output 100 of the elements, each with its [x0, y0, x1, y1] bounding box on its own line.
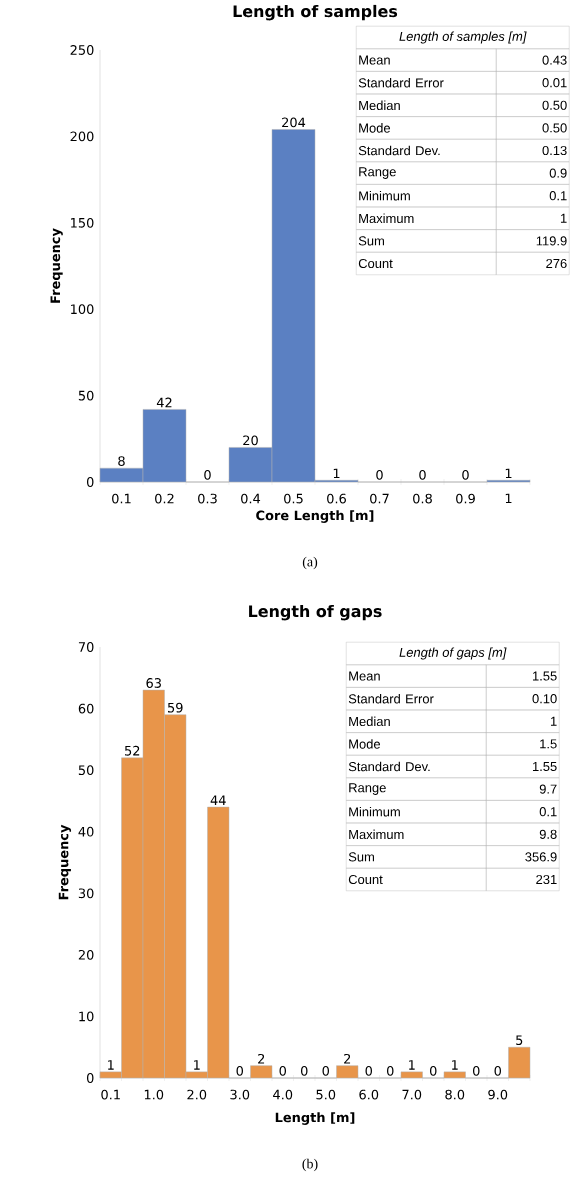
- data-label: 2: [258, 1053, 265, 1064]
- y-tick-label: 200: [70, 131, 94, 142]
- x-tick-label: 0.4: [241, 493, 261, 504]
- annotation: Range: [359, 167, 396, 179]
- data-label: 1: [505, 468, 512, 479]
- annotation: Standard Dev.: [348, 761, 430, 772]
- x-tick-label: 5.0: [316, 1089, 336, 1100]
- annotation: Standard Error: [348, 693, 434, 704]
- y-tick-label: 150: [71, 217, 94, 228]
- data-label: 0: [472, 1066, 480, 1076]
- text: 1.55: [532, 761, 557, 772]
- data-label: 2: [344, 1053, 351, 1064]
- y-tick-label: 70: [78, 642, 94, 652]
- text: 1: [560, 213, 567, 223]
- data-label: 0: [322, 1066, 330, 1076]
- y-tick-label: 10: [79, 1011, 94, 1022]
- x-tick-label: 2.0: [187, 1089, 207, 1100]
- x-tick-label: 0.8: [413, 493, 432, 504]
- annotation: Mean: [349, 671, 380, 681]
- text: 276: [546, 258, 567, 269]
- text: 0.9: [549, 168, 567, 178]
- annotation: Mean: [359, 55, 390, 65]
- data-label: 0: [376, 470, 383, 480]
- text: 0.50: [542, 100, 567, 110]
- data-label: 0: [429, 1066, 437, 1076]
- annotation: Mode: [349, 739, 381, 749]
- x-tick-label: 0.2: [155, 493, 174, 504]
- y-tick-label: 50: [78, 765, 94, 776]
- x-tick-label: 0.7: [370, 493, 389, 504]
- annotation: Standard Error: [358, 77, 444, 88]
- x-axis-title: Length [m]: [275, 1112, 355, 1125]
- data-label: 8: [118, 456, 125, 466]
- x-tick-label: 7.0: [402, 1089, 422, 1100]
- annotation: Maximum: [359, 213, 414, 224]
- annotation: Range: [349, 783, 386, 795]
- y-tick-label: 250: [70, 45, 94, 55]
- data-label: 63: [146, 678, 161, 688]
- x-tick-label: 4.0: [273, 1089, 293, 1100]
- x-tick-label: 6.0: [359, 1089, 379, 1100]
- x-tick-label: 0.5: [284, 493, 303, 504]
- text: Length of samples [m]: [399, 31, 527, 44]
- annotation: Standard Dev.: [358, 145, 440, 156]
- data-label: 0: [279, 1066, 287, 1076]
- data-label: 0: [462, 470, 469, 480]
- annotation: Maximum: [349, 829, 404, 840]
- chart-title: Length of gaps: [249, 604, 382, 621]
- data-label: 1: [108, 1060, 114, 1070]
- data-label: 204: [282, 117, 306, 128]
- data-label: 0: [419, 470, 426, 480]
- annotation: Minimum: [359, 190, 410, 201]
- y-axis-title: Frequency: [50, 228, 63, 303]
- annotation: 356.9: [525, 852, 557, 862]
- annotation: Median: [349, 716, 390, 727]
- y-tick-label: 100: [71, 304, 94, 315]
- x-tick-label: 1.0: [144, 1089, 164, 1100]
- annotation: Count: [358, 258, 393, 269]
- x-tick-label: 9.0: [488, 1089, 508, 1100]
- data-label: 1: [409, 1060, 415, 1070]
- data-label: 1: [194, 1060, 200, 1070]
- data-label: 59: [168, 702, 183, 713]
- text: 0.01: [542, 78, 567, 88]
- text: (a): [302, 556, 318, 570]
- text: 0.43: [542, 55, 567, 65]
- x-tick-label: 1: [505, 493, 512, 504]
- x-axis-title: Core Length [m]: [256, 510, 374, 523]
- x-tick-label: 0.9: [456, 493, 475, 504]
- text: (b): [302, 1158, 318, 1172]
- x-tick-label: 3.0: [230, 1089, 250, 1100]
- annotation: Mode: [359, 123, 391, 133]
- y-tick-label: 0: [86, 477, 94, 487]
- data-label: 42: [156, 397, 172, 408]
- data-label: 1: [333, 468, 340, 479]
- y-tick-label: 0: [86, 1073, 94, 1083]
- y-tick-label: 20: [78, 949, 94, 960]
- data-label: 0: [386, 1066, 394, 1076]
- chart-title: Length of samples: [233, 4, 398, 21]
- text: 9.8: [539, 829, 557, 839]
- annotation: Count: [348, 874, 383, 885]
- x-tick-label: 8.0: [445, 1089, 465, 1100]
- text: 1: [550, 716, 557, 726]
- annotation: Sum: [358, 236, 384, 246]
- y-tick-label: 40: [78, 826, 94, 837]
- text: 0.50: [542, 123, 567, 133]
- x-tick-label: 0.1: [112, 493, 131, 504]
- annotation: Length of gaps [m]: [399, 647, 507, 660]
- annotation: Minimum: [349, 806, 400, 817]
- data-label: 0: [300, 1066, 308, 1076]
- annotation: Median: [359, 100, 400, 111]
- text: 1.55: [532, 671, 557, 681]
- text: 0.13: [542, 145, 567, 156]
- text: 231: [536, 874, 557, 885]
- data-label: 1: [452, 1060, 458, 1070]
- data-label: 0: [494, 1066, 502, 1076]
- y-axis-title: Frequency: [58, 824, 72, 900]
- data-label: 0: [365, 1066, 373, 1076]
- x-tick-label: 0.3: [198, 493, 217, 504]
- text: 119.9: [536, 236, 567, 246]
- text: 1.5: [540, 739, 557, 749]
- y-tick-label: 60: [78, 703, 94, 714]
- data-label: 0: [204, 470, 211, 480]
